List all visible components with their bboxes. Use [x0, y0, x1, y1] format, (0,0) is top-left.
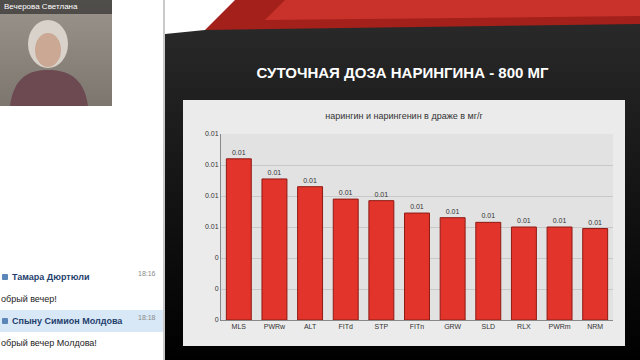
svg-text:0: 0 [215, 254, 219, 261]
svg-text:0.01: 0.01 [205, 161, 219, 168]
html-text:обрый вечер Молдова!: обрый вечер Молдова! [1, 338, 97, 348]
svg-text:0.01: 0.01 [205, 223, 219, 230]
svg-text:SLD: SLD [481, 323, 495, 330]
svg-text:0.01: 0.01 [268, 169, 282, 176]
svg-text:PWRm: PWRm [548, 323, 570, 330]
svg-text:0.01: 0.01 [446, 208, 460, 215]
svg-text:0.01: 0.01 [410, 203, 424, 210]
svg-text:GRW: GRW [444, 323, 461, 330]
svg-text:STP: STP [375, 323, 389, 330]
svg-text:нарингин и нарингенин в драже: нарингин и нарингенин в драже в мг/г [325, 111, 483, 121]
svg-text:PWRw: PWRw [264, 323, 286, 330]
svg-text:0.01: 0.01 [517, 217, 531, 224]
html-text:Вечерова Светлана: Вечерова Светлана [4, 2, 78, 11]
html-text:СУТОЧНАЯ ДОЗА НАРИНГИНА - 800: СУТОЧНАЯ ДОЗА НАРИНГИНА - 800 МГ [256, 64, 549, 81]
html-text:Спыну Симион Молдова: Спыну Симион Молдова [12, 316, 123, 326]
svg-text:0: 0 [215, 316, 219, 323]
svg-text:0.01: 0.01 [205, 192, 219, 199]
svg-text:0.01: 0.01 [481, 212, 495, 219]
svg-text:RLX: RLX [517, 323, 531, 330]
svg-text:NRM: NRM [587, 323, 603, 330]
html-text:обрый вечер!: обрый вечер! [1, 294, 57, 304]
svg-text:0.01: 0.01 [374, 191, 388, 198]
svg-text:0.01: 0.01 [205, 130, 219, 137]
svg-text:0.01: 0.01 [588, 219, 602, 226]
html-text:18:18: 18:18 [138, 314, 156, 321]
svg-text:MLS: MLS [232, 323, 247, 330]
svg-text:0: 0 [215, 285, 219, 292]
html-text:18:16: 18:16 [138, 270, 156, 277]
svg-text:ALT: ALT [304, 323, 317, 330]
html-text:Тамара Дюртюли: Тамара Дюртюли [12, 272, 90, 282]
svg-text:0.01: 0.01 [303, 177, 317, 184]
svg-text:FITn: FITn [410, 323, 424, 330]
svg-text:0.01: 0.01 [232, 149, 246, 156]
svg-text:0.01: 0.01 [339, 189, 353, 196]
svg-text:FITd: FITd [339, 323, 353, 330]
svg-text:0.01: 0.01 [553, 217, 567, 224]
